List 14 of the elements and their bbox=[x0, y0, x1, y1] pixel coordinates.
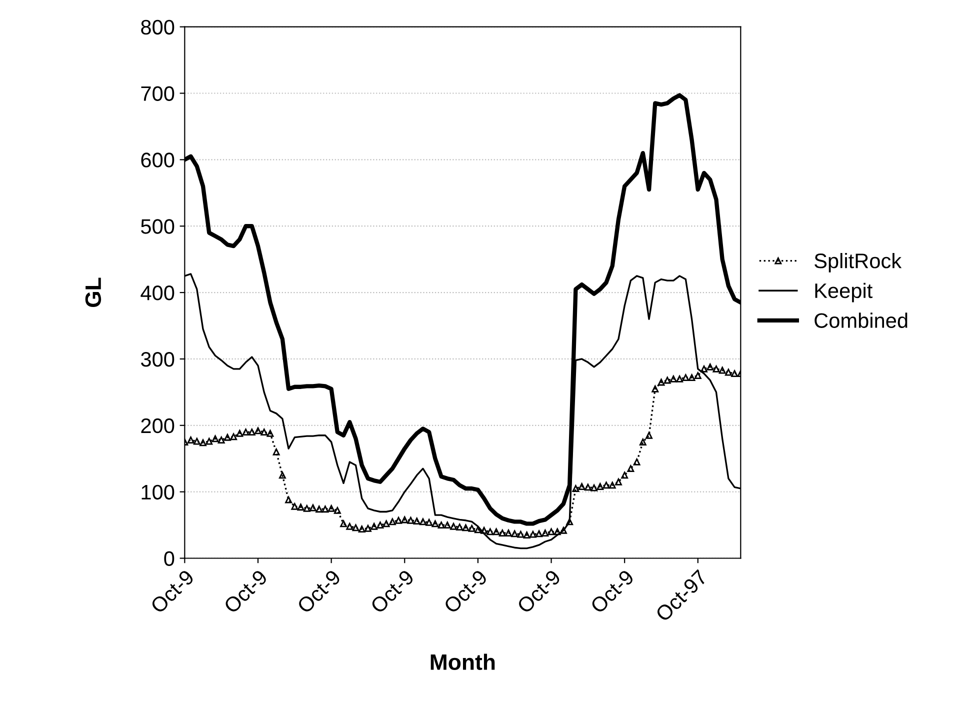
y-tick-label: 0 bbox=[164, 551, 174, 566]
legend-label: Combined bbox=[814, 312, 908, 328]
y-tick-label: 800 bbox=[141, 20, 174, 35]
y-tick-label: 100 bbox=[142, 484, 174, 500]
x-axis-title: Month bbox=[430, 654, 495, 670]
y-tick-label: 200 bbox=[141, 418, 174, 434]
y-axis-title: GL bbox=[85, 278, 102, 308]
y-tick-label: 600 bbox=[141, 152, 174, 168]
y-tick-label: 400 bbox=[140, 286, 174, 300]
legend-label: Keepit bbox=[815, 282, 872, 302]
y-tick-label: 300 bbox=[140, 352, 174, 367]
y-tick-label: 700 bbox=[141, 86, 174, 102]
y-tick-label: 500 bbox=[141, 219, 174, 234]
legend-label: SplitRock bbox=[814, 252, 902, 272]
